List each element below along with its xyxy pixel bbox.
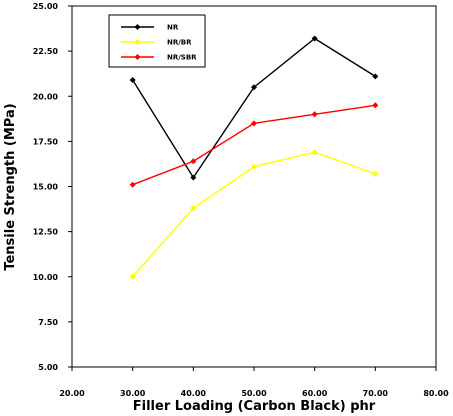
x-tick-label: 30.00 [120, 389, 146, 398]
x-tick-label: 40.00 [181, 389, 207, 398]
data-point [311, 35, 318, 42]
series-line [132, 104, 376, 186]
legend-box [108, 14, 206, 68]
data-point [129, 77, 136, 84]
x-tick-label: 50.00 [241, 389, 267, 398]
series-layer [129, 35, 379, 280]
data-point [311, 149, 318, 156]
data-point [372, 73, 379, 80]
data-point [190, 205, 197, 212]
y-axis-title: Tensile Strength (MPa) [3, 103, 18, 270]
data-point [190, 174, 197, 181]
y-tick-label: 22.50 [33, 47, 59, 56]
legend-label: NR [167, 24, 179, 32]
data-point [251, 163, 257, 170]
data-point [372, 102, 379, 109]
y-tick-label: 17.50 [33, 137, 59, 146]
x-tick-label: 60.00 [302, 389, 328, 398]
x-tick-label: 20.00 [59, 389, 85, 398]
data-point [129, 273, 136, 280]
series-nr-sbr [129, 102, 379, 188]
data-point [372, 170, 379, 177]
series-nr-br [129, 149, 379, 280]
data-point [311, 111, 318, 118]
x-axis: 20.00 30.00 40.00 50.00 60.00 70.00 80.00 [59, 367, 449, 398]
legend-marker [134, 24, 141, 30]
data-point [129, 181, 136, 188]
data-point [190, 158, 197, 165]
x-tick-label: 80.00 [423, 389, 449, 398]
y-tick-label: 7.50 [38, 318, 58, 327]
y-tick-label: 15.00 [33, 183, 59, 192]
legend-marker [134, 54, 141, 60]
y-axis: 5.00 7.50 10.00 12.50 15.00 17.50 20.00 22.50 25… [33, 2, 72, 372]
legend-label: NR/BR [167, 39, 192, 47]
y-tick-label: 10.00 [33, 273, 59, 282]
series-nr [129, 35, 379, 181]
x-tick-label: 70.00 [363, 389, 389, 398]
y-tick-label: 5.00 [38, 363, 58, 372]
legend-item: NR [121, 24, 179, 32]
y-tick-label: 20.00 [33, 92, 59, 101]
legend-item: NR/BR [121, 39, 192, 47]
legend: NR NR/BR NR/SBR [108, 14, 206, 68]
x-axis-title: Filler Loading (Carbon Black) phr [133, 399, 376, 414]
y-tick-label: 12.50 [33, 228, 59, 237]
y-tick-label: 25.00 [33, 2, 59, 11]
data-point [251, 120, 257, 127]
data-point [251, 84, 257, 91]
legend-item: NR/SBR [121, 54, 197, 62]
legend-marker [134, 39, 141, 45]
legend-label: NR/SBR [167, 54, 197, 62]
